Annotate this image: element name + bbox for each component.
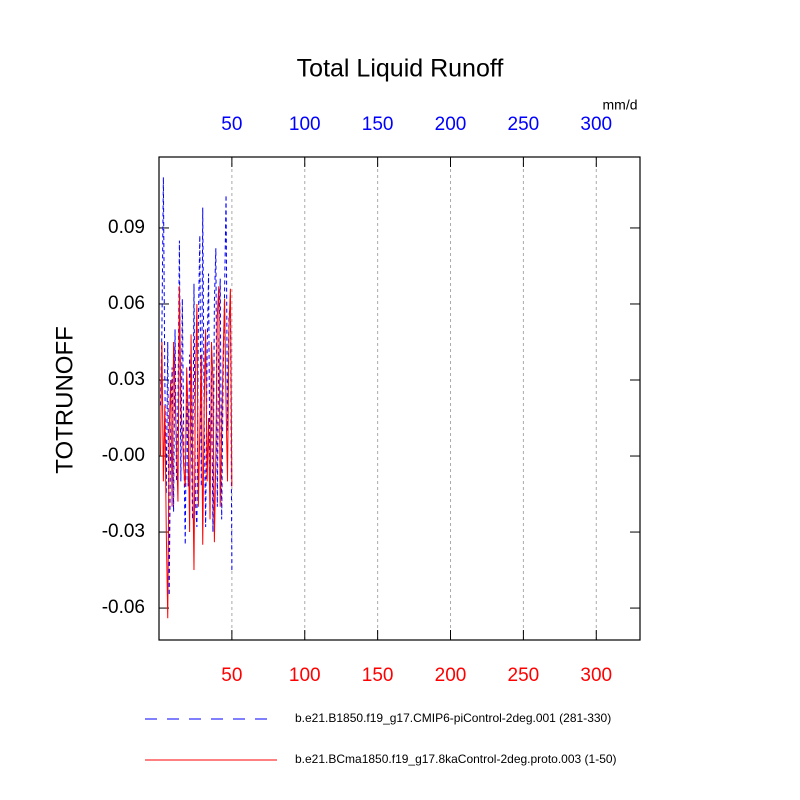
y-tick-label: -0.06: [102, 597, 145, 618]
x-top-tick-label: 100: [289, 114, 321, 135]
legend-label: b.e21.BCma1850.f19_g17.8kaControl-2deg.p…: [295, 752, 617, 766]
x-tick-label: 150: [362, 665, 394, 686]
x-top-tick-label: 150: [362, 114, 394, 135]
x-tick-label: 100: [289, 665, 321, 686]
x-tick-label: 50: [221, 665, 242, 686]
x-top-tick-label: 250: [508, 114, 540, 135]
x-top-tick-label: 200: [435, 114, 467, 135]
y-tick-label: 0.09: [108, 217, 145, 238]
x-tick-label: 200: [435, 665, 467, 686]
y-tick-label: 0.06: [108, 293, 145, 314]
x-top-tick-label: 300: [580, 114, 612, 135]
y-tick-label: -0.00: [102, 445, 145, 466]
series-line: [159, 177, 233, 596]
x-units: mm/d: [603, 97, 638, 113]
y-tick-label: 0.03: [108, 369, 145, 390]
y-axis-title: TOTRUNOFF: [51, 326, 78, 474]
series-line: [159, 286, 233, 619]
x-tick-label: 300: [580, 665, 612, 686]
plot-frame: [158, 156, 641, 641]
chart-title: Total Liquid Runoff: [297, 55, 504, 83]
x-top-tick-label: 50: [221, 114, 242, 135]
y-tick-label: -0.03: [102, 521, 145, 542]
legend-label: b.e21.B1850.f19_g17.CMIP6-piControl-2deg…: [295, 711, 611, 725]
x-tick-label: 250: [508, 665, 540, 686]
